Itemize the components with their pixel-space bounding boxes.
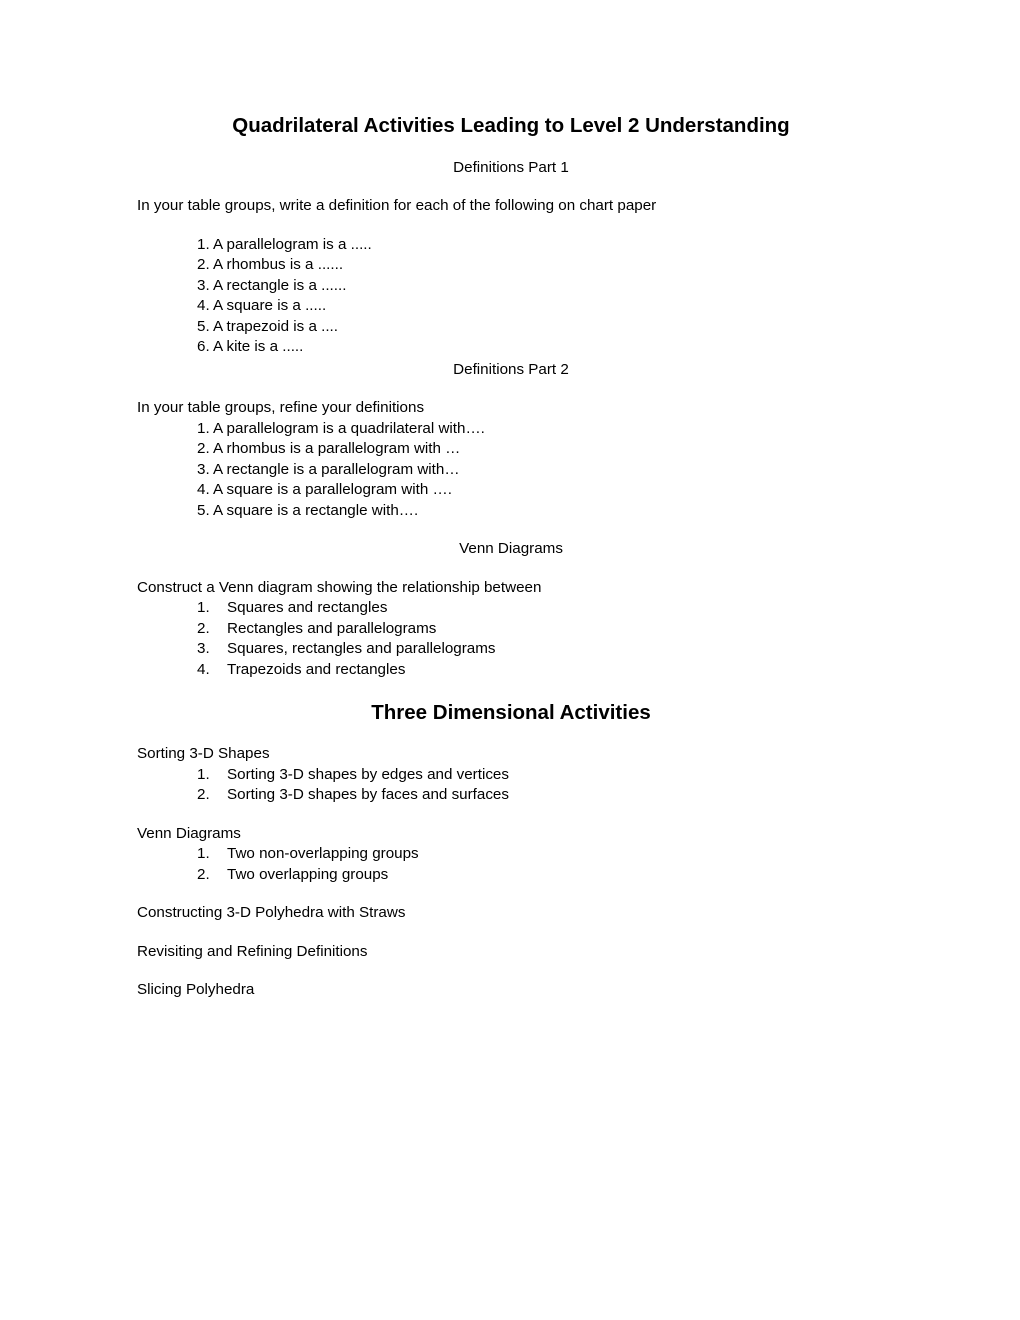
list-item: 1. Squares and rectangles <box>197 598 885 619</box>
main-title: Quadrilateral Activities Leading to Leve… <box>137 112 885 140</box>
sorting-list: 1. Sorting 3-D shapes by edges and verti… <box>197 765 885 806</box>
subtitle-venn-diagrams: Venn Diagrams <box>137 539 885 560</box>
list-item: 5. A trapezoid is a .... <box>197 317 885 338</box>
list-item: 2. Rectangles and parallelograms <box>197 619 885 640</box>
list-item: 1. A parallelogram is a quadrilateral wi… <box>197 419 885 440</box>
list-item: 6. A kite is a ..... <box>197 337 885 358</box>
item-text: Trapezoids and rectangles <box>227 660 405 681</box>
venn-diagrams-2-heading: Venn Diagrams <box>137 824 885 845</box>
list-item: 2. Sorting 3-D shapes by faces and surfa… <box>197 785 885 806</box>
item-text: Sorting 3-D shapes by faces and surfaces <box>227 785 509 806</box>
list-item: 5. A square is a rectangle with…. <box>197 501 885 522</box>
item-text: Sorting 3-D shapes by edges and vertices <box>227 765 509 786</box>
constructing-polyhedra-line: Constructing 3-D Polyhedra with Straws <box>137 903 885 924</box>
intro-paragraph-2: In your table groups, refine your defini… <box>137 398 885 419</box>
item-number: 1. <box>197 598 227 619</box>
item-number: 2. <box>197 785 227 806</box>
list-item: 2. A rhombus is a parallelogram with … <box>197 439 885 460</box>
item-text: Squares, rectangles and parallelograms <box>227 639 495 660</box>
subtitle-definitions-part-2: Definitions Part 2 <box>137 360 885 381</box>
list-item: 1. Two non-overlapping groups <box>197 844 885 865</box>
item-number: 1. <box>197 844 227 865</box>
venn-list: 1. Squares and rectangles 2. Rectangles … <box>197 598 885 680</box>
list-item: 3. A rectangle is a parallelogram with… <box>197 460 885 481</box>
list-item: 2. Two overlapping groups <box>197 865 885 886</box>
document-page: Quadrilateral Activities Leading to Leve… <box>0 0 1020 1001</box>
list-item: 3. Squares, rectangles and parallelogram… <box>197 639 885 660</box>
list-item: 3. A rectangle is a ...... <box>197 276 885 297</box>
three-d-title: Three Dimensional Activities <box>137 699 885 727</box>
revisiting-definitions-line: Revisiting and Refining Definitions <box>137 942 885 963</box>
list-item: 4. A square is a parallelogram with …. <box>197 480 885 501</box>
definitions-list-1: 1. A parallelogram is a ..... 2. A rhomb… <box>197 235 885 358</box>
intro-paragraph-3: Construct a Venn diagram showing the rel… <box>137 578 885 599</box>
item-number: 4. <box>197 660 227 681</box>
subtitle-definitions-part-1: Definitions Part 1 <box>137 158 885 179</box>
slicing-polyhedra-line: Slicing Polyhedra <box>137 980 885 1001</box>
list-item: 1. A parallelogram is a ..... <box>197 235 885 256</box>
list-item: 1. Sorting 3-D shapes by edges and verti… <box>197 765 885 786</box>
item-text: Two overlapping groups <box>227 865 388 886</box>
list-item: 4. A square is a ..... <box>197 296 885 317</box>
intro-paragraph-1: In your table groups, write a definition… <box>137 196 885 217</box>
item-text: Rectangles and parallelograms <box>227 619 436 640</box>
definitions-list-2: 1. A parallelogram is a quadrilateral wi… <box>197 419 885 522</box>
item-number: 3. <box>197 639 227 660</box>
list-item: 4. Trapezoids and rectangles <box>197 660 885 681</box>
item-text: Two non-overlapping groups <box>227 844 419 865</box>
item-number: 1. <box>197 765 227 786</box>
venn-list-2: 1. Two non-overlapping groups 2. Two ove… <box>197 844 885 885</box>
sorting-shapes-heading: Sorting 3-D Shapes <box>137 744 885 765</box>
list-item: 2. A rhombus is a ...... <box>197 255 885 276</box>
item-text: Squares and rectangles <box>227 598 387 619</box>
item-number: 2. <box>197 619 227 640</box>
item-number: 2. <box>197 865 227 886</box>
